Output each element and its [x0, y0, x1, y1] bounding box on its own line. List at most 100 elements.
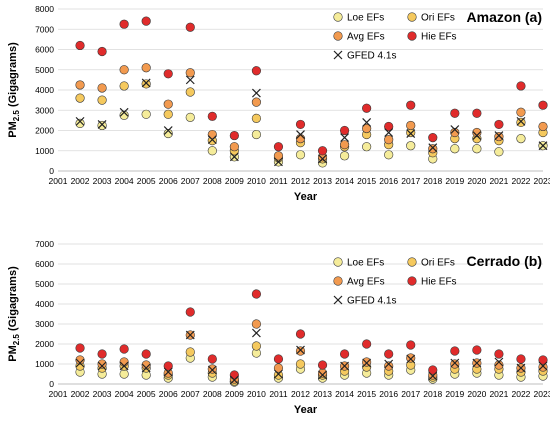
x-tick-label: 2017: [401, 389, 420, 399]
data-point-gfed: [229, 152, 239, 162]
legend-marker-gfed: [333, 50, 343, 60]
data-point-hie-efs: [538, 355, 548, 365]
x-tick-label: 2004: [115, 389, 134, 399]
legend: Loe EFs Ori EFs Avg EFs Hie EFs GFED 4.1s: [333, 12, 457, 62]
data-point-avg-efs: [141, 63, 151, 73]
x-tick-label: 2013: [313, 176, 332, 186]
data-point-hie-efs: [317, 146, 328, 156]
x-tick-label: 2023: [534, 389, 550, 399]
data-point-ori-efs: [185, 87, 195, 97]
data-point-gfed: [185, 75, 195, 85]
y-tick-label: 1000: [35, 146, 54, 156]
data-point-ori-efs: [119, 81, 129, 91]
data-point-gfed: [274, 157, 283, 167]
x-tick-label: 2009: [225, 176, 244, 186]
x-tick-label: 2019: [445, 176, 464, 186]
y-axis-title-main: PM: [7, 121, 19, 138]
x-tick-label: 2005: [137, 176, 156, 186]
x-tick-label: 2007: [181, 389, 200, 399]
data-point-ori-efs: [516, 117, 526, 127]
data-point-hie-efs: [119, 344, 129, 354]
data-point-avg-efs: [450, 127, 460, 138]
data-point-gfed-stroke: [384, 128, 394, 137]
y-axis-title: PM2.5 (Gigagrams): [7, 266, 21, 362]
data-point-gfed: [163, 126, 173, 135]
legend: Loe EFs Ori EFs Avg EFs Hie EFs GFED 4.1s: [333, 257, 457, 307]
data-point-gfed-stroke: [119, 107, 129, 117]
data-point-hie-efs: [207, 111, 217, 121]
legend-marker: [407, 257, 417, 267]
data-point-gfed-stroke: [229, 375, 239, 385]
data-point-loe-efs: [494, 147, 504, 157]
data-point-gfed-stroke: [494, 131, 504, 140]
data-point-hie-efs: [229, 370, 239, 380]
y-tick-label: 7000: [35, 239, 54, 249]
data-point-gfed: [318, 154, 327, 164]
data-point-gfed-stroke: [340, 361, 350, 371]
data-point-gfed: [274, 369, 283, 379]
legend-item: Hie EFs: [407, 276, 457, 288]
data-point-hie-efs: [273, 354, 284, 364]
data-point-gfed: [516, 116, 526, 126]
legend-label: Hie EFs: [421, 277, 457, 288]
data-point-hie-efs: [251, 66, 262, 76]
data-point-ori-efs: [251, 113, 262, 123]
data-point-gfed: [163, 367, 173, 377]
y-tick-label: 8000: [35, 4, 54, 14]
x-tick-label: 2022: [511, 389, 530, 399]
data-point-avg-efs: [494, 131, 504, 142]
data-point-hie-efs: [295, 329, 306, 339]
data-point-avg-efs: [295, 134, 306, 144]
data-point-ori-efs: [185, 347, 195, 357]
data-point-hie-efs: [362, 103, 372, 113]
data-point-loe-efs: [406, 141, 416, 151]
data-point-avg-efs: [207, 129, 217, 140]
data-point-ori-efs: [251, 341, 262, 351]
data-point-gfed: [516, 363, 526, 373]
y-tick-label: 4000: [35, 85, 54, 95]
data-point-hie-efs: [384, 121, 394, 132]
data-point-gfed-stroke: [229, 152, 239, 162]
data-point-hie-efs: [295, 119, 306, 130]
legend-label: Avg EFs: [347, 277, 385, 288]
data-point-gfed: [428, 371, 438, 381]
data-point-gfed: [494, 357, 504, 367]
data-point-gfed-stroke: [362, 358, 372, 368]
data-point-avg-efs: [141, 360, 151, 370]
x-tick-label: 2010: [247, 176, 266, 186]
data-point-hie-efs: [472, 108, 482, 118]
y-tick-label: 6000: [35, 45, 54, 55]
panel-title: Amazon (a): [467, 9, 542, 25]
data-point-gfed-stroke: [251, 88, 261, 98]
data-point-hie-efs: [229, 130, 239, 141]
x-tick-label: 2001: [49, 389, 68, 399]
y-tick-label: 0: [49, 166, 54, 176]
data-point-avg-efs: [406, 120, 416, 131]
data-point-hie-efs: [185, 307, 195, 317]
data-point-loe-efs: [339, 151, 350, 161]
data-point-loe-efs: [472, 144, 482, 154]
data-point-gfed: [450, 125, 460, 134]
x-tick-label: 2014: [335, 389, 354, 399]
x-tick-label: 2012: [291, 389, 310, 399]
x-tick-label: 2023: [534, 176, 550, 186]
data-point-gfed: [141, 78, 151, 88]
data-point-hie-efs: [450, 108, 460, 118]
data-point-loe-efs: [141, 109, 151, 119]
data-point-avg-efs: [119, 357, 129, 367]
x-tick-label: 2012: [291, 176, 310, 186]
data-point-hie-efs: [406, 100, 416, 110]
data-point-hie-efs: [406, 340, 416, 350]
data-point-hie-efs: [384, 349, 394, 359]
data-point-avg-efs: [273, 363, 284, 373]
x-tick-label: 2002: [71, 176, 90, 186]
data-point-loe-efs: [251, 129, 262, 140]
legend-marker: [407, 31, 417, 41]
data-point-hie-efs: [75, 343, 85, 353]
data-point-gfed-stroke: [185, 75, 195, 85]
data-point-gfed-stroke: [296, 130, 305, 139]
data-point-gfed-stroke: [538, 141, 548, 151]
data-point-gfed-stroke: [428, 143, 438, 153]
x-tick-label: 2007: [181, 176, 200, 186]
x-tick-label: 2003: [93, 389, 112, 399]
